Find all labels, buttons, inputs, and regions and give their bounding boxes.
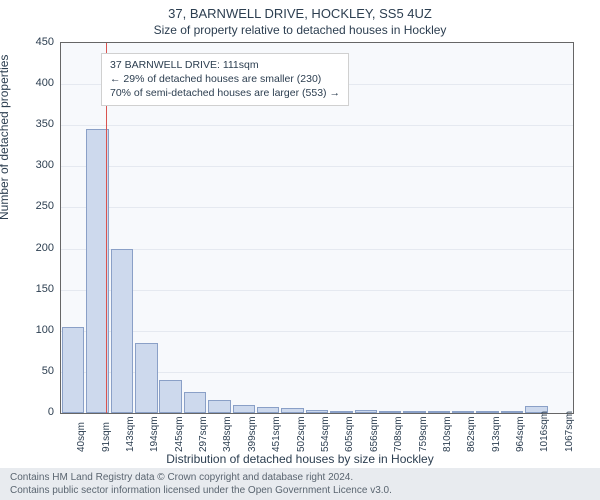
x-tick: 245sqm [174, 416, 185, 452]
histogram-bar [159, 380, 181, 413]
x-tick: 143sqm [125, 416, 136, 452]
title-main: 37, BARNWELL DRIVE, HOCKLEY, SS5 4UZ [0, 0, 600, 21]
x-tick: 708sqm [393, 416, 404, 452]
annotation-line2: ← 29% of detached houses are smaller (23… [110, 72, 340, 86]
histogram-bar [452, 411, 474, 413]
y-tick: 250 [14, 200, 54, 212]
y-tick: 400 [14, 77, 54, 89]
y-tick: 150 [14, 283, 54, 295]
histogram-bar [379, 411, 401, 413]
histogram-bar [208, 400, 230, 413]
histogram-bar [233, 405, 255, 413]
y-tick: 450 [14, 36, 54, 48]
y-tick: 0 [14, 406, 54, 418]
x-tick: 554sqm [320, 416, 331, 452]
x-axis-label: Distribution of detached houses by size … [0, 452, 600, 466]
x-tick: 605sqm [344, 416, 355, 452]
gridline [61, 125, 573, 126]
histogram-bar [62, 327, 84, 413]
annotation-line3: 70% of semi-detached houses are larger (… [110, 86, 340, 100]
x-tick: 297sqm [198, 416, 209, 452]
x-tick: 656sqm [369, 416, 380, 452]
x-tick: 40sqm [76, 422, 87, 452]
histogram-bar [135, 343, 157, 413]
histogram-bar [476, 411, 498, 413]
x-tick: 913sqm [491, 416, 502, 452]
x-tick: 862sqm [466, 416, 477, 452]
histogram-bar [306, 410, 328, 413]
histogram-bar [111, 249, 133, 413]
footer-line2: Contains public sector information licen… [10, 484, 590, 497]
y-tick: 350 [14, 118, 54, 130]
y-tick: 200 [14, 242, 54, 254]
x-tick: 91sqm [101, 422, 112, 452]
histogram-bar [281, 408, 303, 413]
gridline [61, 290, 573, 291]
x-tick: 1067sqm [564, 411, 575, 452]
annotation-box: 37 BARNWELL DRIVE: 111sqm ← 29% of detac… [101, 53, 349, 106]
histogram-bar [501, 411, 523, 413]
x-tick: 451sqm [271, 416, 282, 452]
histogram-bar [184, 392, 206, 413]
x-tick: 1016sqm [539, 411, 550, 452]
gridline [61, 207, 573, 208]
gridline [61, 166, 573, 167]
x-tick: 759sqm [418, 416, 429, 452]
x-tick: 399sqm [247, 416, 258, 452]
annotation-line1: 37 BARNWELL DRIVE: 111sqm [110, 58, 340, 72]
x-tick: 810sqm [442, 416, 453, 452]
x-tick: 348sqm [222, 416, 233, 452]
y-tick: 300 [14, 159, 54, 171]
footer-line1: Contains HM Land Registry data © Crown c… [10, 471, 590, 484]
x-tick: 194sqm [149, 416, 160, 452]
footer: Contains HM Land Registry data © Crown c… [0, 468, 600, 500]
histogram-bar [257, 407, 279, 413]
histogram-bar [428, 411, 450, 413]
gridline [61, 249, 573, 250]
x-tick: 964sqm [515, 416, 526, 452]
chart-area: 37 BARNWELL DRIVE: 111sqm ← 29% of detac… [60, 42, 574, 414]
histogram-bar [403, 411, 425, 413]
title-sub: Size of property relative to detached ho… [0, 21, 600, 37]
histogram-bar [355, 410, 377, 413]
y-tick: 100 [14, 324, 54, 336]
y-axis-label: Number of detached properties [0, 55, 11, 220]
gridline [61, 331, 573, 332]
y-tick: 50 [14, 365, 54, 377]
x-tick: 502sqm [296, 416, 307, 452]
histogram-bar [330, 411, 352, 413]
